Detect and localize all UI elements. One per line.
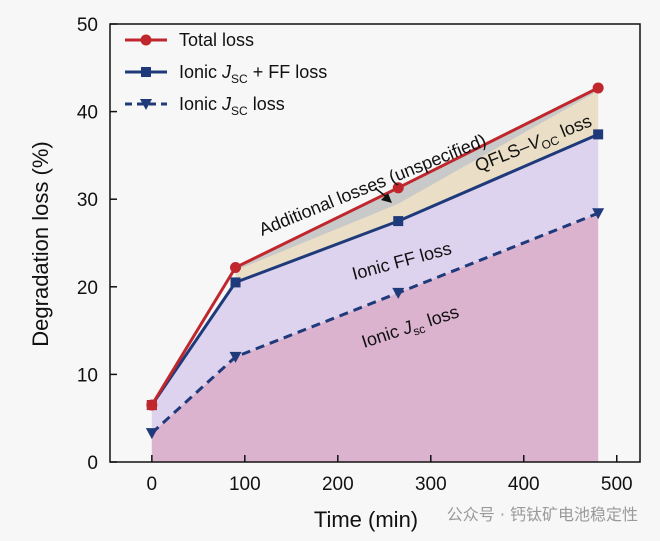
x-tick-label-3: 300: [415, 474, 447, 495]
region-ionic-ff-loss: [151, 134, 599, 434]
marker-total-start: [146, 400, 157, 411]
y-tick-label-3: 30: [77, 190, 98, 211]
x-axis-label: Time (min): [314, 507, 418, 532]
marker-ionic-jsc-1: [229, 351, 242, 363]
x-tick-label-0: 0: [147, 474, 158, 495]
legend-label-ionic-jsc-ff: Ionic JSC + FF loss: [179, 62, 327, 86]
y-tick-label-0: 0: [87, 453, 98, 474]
plot-frame: [109, 23, 641, 463]
marker-total-3: [592, 82, 604, 94]
line-ionic-jsc-ff-loss: [150, 133, 599, 406]
line-total-loss: [150, 86, 599, 406]
marker-ionic-jsc-ff-2: [393, 216, 404, 227]
region-ionic-jsc-loss: [151, 213, 599, 462]
x-tick-label-5: 500: [601, 474, 633, 495]
axes: 0 100 200 300 400 500 0 10 20 30 40 50: [77, 15, 641, 495]
annotation-arrow-head: [381, 193, 392, 203]
legend: Total loss Ionic JSC + FF loss Ionic JSC l…: [125, 30, 327, 118]
legend-label-ionic-jsc: Ionic JSC loss: [179, 94, 285, 118]
series-markers: [145, 82, 605, 440]
series-lines: [150, 86, 599, 435]
legend-label-total: Total loss: [179, 30, 254, 50]
y-tick-label-4: 40: [77, 103, 98, 124]
legend-marker-total: [140, 34, 152, 46]
legend-marker-ionic-jsc: [140, 99, 152, 110]
marker-total-1: [230, 262, 242, 274]
y-axis-label: Degradation loss (%): [28, 141, 53, 346]
marker-ionic-jsc-ff-3: [593, 129, 604, 140]
marker-ionic-jsc-ff-1: [230, 277, 241, 288]
marker-ionic-jsc-0: [145, 428, 158, 440]
marker-ionic-jsc-3: [592, 208, 605, 220]
x-tick-label-4: 400: [508, 474, 540, 495]
y-tick-label-5: 50: [77, 15, 98, 36]
y-tick-label-2: 20: [77, 278, 98, 299]
line-ionic-jsc-loss: [150, 211, 599, 435]
marker-ionic-jsc-2: [392, 287, 405, 299]
x-tick-label-2: 200: [322, 474, 354, 495]
marker-total-2: [392, 182, 404, 194]
watermark-text: 公众号 · 钙钛矿电池稳定性: [447, 505, 638, 524]
legend-marker-ionic-jsc-ff: [141, 67, 151, 77]
y-tick-label-1: 10: [77, 365, 98, 386]
x-tick-label-1: 100: [229, 474, 261, 495]
